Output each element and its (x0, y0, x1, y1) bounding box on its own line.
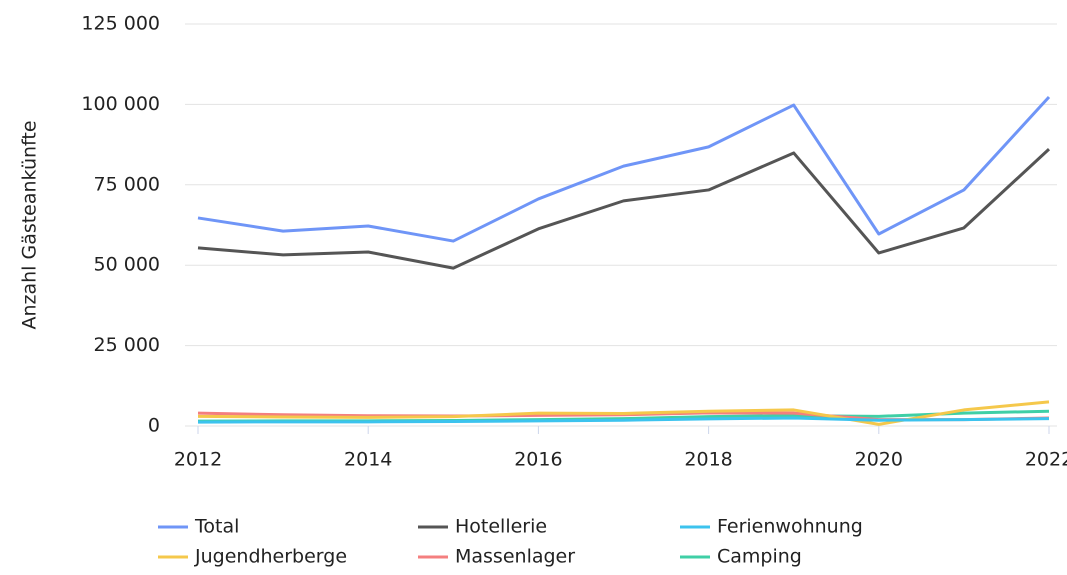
legend-label: Massenlager (455, 546, 575, 568)
y-tick-label: 0 (148, 415, 160, 437)
series-line (197, 148, 1051, 270)
legend-label: Hotellerie (455, 516, 547, 538)
y-tick-label: 100 000 (81, 93, 160, 115)
x-tick-label: 2018 (684, 449, 732, 471)
legend-label: Total (194, 516, 239, 538)
legend-label: Camping (717, 546, 802, 568)
x-tick-label: 2012 (174, 449, 222, 471)
y-tick-label: 125 000 (81, 13, 160, 35)
series-line (197, 416, 1050, 424)
legend-label: Ferienwohnung (717, 516, 863, 538)
y-tick-label: 50 000 (94, 254, 160, 276)
x-tick-label: 2016 (514, 449, 562, 471)
series-line (197, 95, 1051, 243)
legend-label: Jugendherberge (194, 546, 347, 568)
x-tick-label: 2014 (344, 449, 392, 471)
y-axis-label: Anzahl Gästeankünfte (19, 120, 41, 329)
x-tick-label: 2022 (1025, 449, 1067, 471)
y-tick-label: 25 000 (94, 334, 160, 356)
x-tick-label: 2020 (855, 449, 903, 471)
y-tick-label: 75 000 (94, 173, 160, 195)
